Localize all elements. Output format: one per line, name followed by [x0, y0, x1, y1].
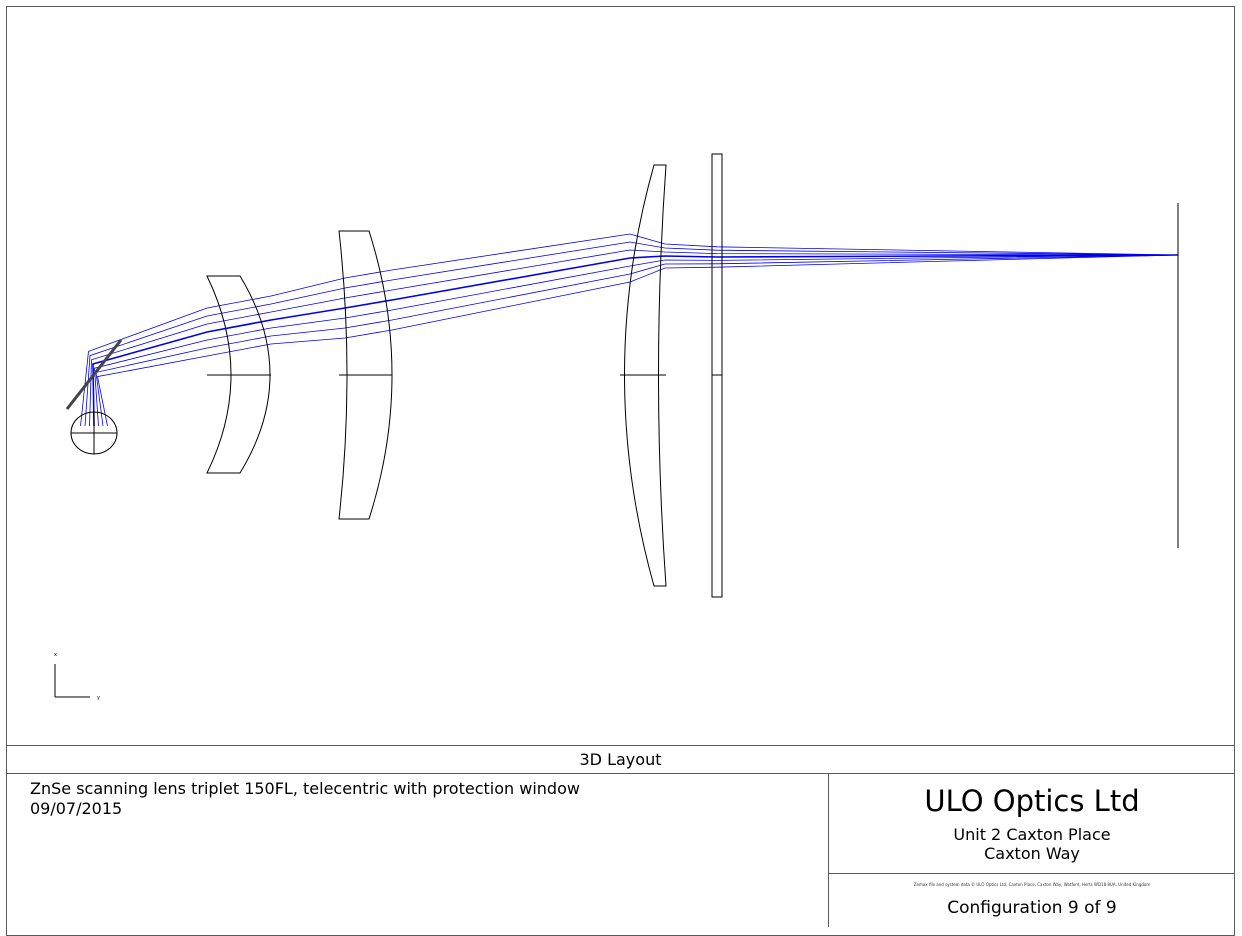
lens-1 [206, 275, 271, 474]
company-name: ULO Optics Ltd [924, 784, 1140, 818]
configuration-label: Configuration 9 of 9 [947, 898, 1117, 918]
ray [80, 233, 1179, 427]
fine-print: Zemax file and system data © ULO Optics … [913, 882, 1151, 887]
diagram-title: 3D Layout [6, 745, 1235, 774]
source-aperture [70, 411, 118, 455]
ray [84, 241, 1179, 427]
company-divider [829, 873, 1235, 874]
ray [92, 254, 1179, 427]
ray [95, 254, 1179, 427]
company-block: ULO Optics Ltd Unit 2 Caxton Place Caxto… [828, 774, 1235, 927]
ray [89, 249, 1179, 427]
scan-mirror [65, 339, 123, 410]
axis-indicator: x y [54, 652, 100, 701]
ray [94, 254, 1179, 427]
address-line-2: Caxton Way [984, 844, 1080, 863]
ray-bundle [80, 233, 1179, 427]
lens-2 [338, 230, 393, 520]
protection-window [711, 153, 723, 598]
design-date: 09/07/2015 [30, 799, 123, 818]
optical-layout-diagram: x y [54, 153, 1179, 701]
lens-3 [620, 164, 667, 587]
ray [97, 254, 1179, 427]
axis-label-y: y [97, 695, 100, 701]
description-block: ZnSe scanning lens triplet 150FL, telece… [30, 779, 580, 819]
axis-label-x: x [54, 652, 57, 658]
design-description: ZnSe scanning lens triplet 150FL, telece… [30, 779, 580, 798]
address-line-1: Unit 2 Caxton Place [953, 825, 1111, 844]
